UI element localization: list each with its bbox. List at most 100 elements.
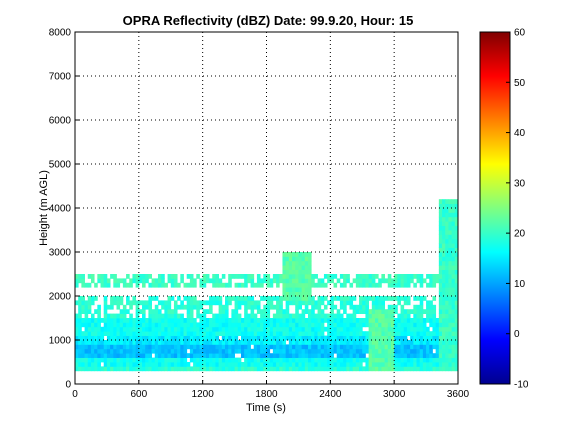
heatmap-cell — [167, 304, 172, 310]
heatmap-cell — [209, 335, 213, 341]
heatmap-cell — [103, 313, 108, 319]
heatmap-cell — [314, 304, 318, 310]
heatmap-cell — [359, 304, 363, 310]
heatmap-cell — [151, 313, 156, 319]
heatmap-cell — [311, 366, 315, 372]
heatmap-cell — [260, 318, 264, 323]
heatmap-cell — [336, 340, 341, 345]
heatmap-cell — [362, 357, 366, 363]
heatmap-cell — [145, 353, 149, 358]
heatmap-cell — [218, 282, 223, 288]
heatmap-cell — [103, 344, 108, 350]
heatmap-cell — [282, 353, 287, 358]
heatmap-cell — [196, 357, 200, 363]
heatmap-cell — [390, 353, 395, 358]
heatmap-cell — [349, 366, 354, 372]
heatmap-cell — [186, 318, 191, 323]
heatmap-cell — [218, 296, 223, 301]
heatmap-cell — [438, 243, 443, 248]
heatmap-cell — [161, 278, 165, 284]
heatmap-cell — [288, 260, 293, 266]
heatmap-cell — [416, 326, 421, 332]
heatmap-cell — [135, 318, 140, 323]
heatmap-cell — [119, 335, 124, 341]
heatmap-cell — [260, 322, 264, 328]
heatmap-cell — [119, 278, 124, 284]
heatmap-cell — [352, 296, 357, 301]
heatmap-cell — [272, 274, 277, 279]
heatmap-cell — [301, 269, 306, 275]
heatmap-cell — [237, 274, 242, 279]
heatmap-cell — [292, 269, 296, 275]
heatmap-cell — [317, 300, 322, 306]
heatmap-cell — [263, 344, 267, 350]
heatmap-cell — [336, 278, 341, 284]
heatmap-cell — [438, 322, 443, 328]
heatmap-cell — [451, 247, 456, 253]
heatmap-cell — [199, 362, 204, 367]
heatmap-cell — [151, 331, 156, 336]
heatmap-cell — [78, 318, 82, 323]
heatmap-cell — [304, 331, 309, 336]
heatmap-cell — [151, 335, 156, 341]
heatmap-cell — [375, 296, 379, 301]
heatmap-cell — [263, 357, 267, 363]
heatmap-cell — [336, 362, 341, 367]
heatmap-cell — [186, 282, 191, 288]
heatmap-cell — [164, 366, 168, 372]
heatmap-cell — [387, 326, 392, 332]
heatmap-cell — [110, 274, 114, 279]
heatmap-cell — [164, 344, 168, 350]
heatmap-cell — [151, 362, 156, 367]
heatmap-cell — [394, 331, 398, 336]
heatmap-cell — [375, 326, 379, 332]
heatmap-cell — [87, 362, 92, 367]
heatmap-cell — [276, 331, 280, 336]
heatmap-cell — [355, 340, 360, 345]
heatmap-cell — [183, 318, 188, 323]
heatmap-cell — [234, 300, 239, 306]
heatmap-cell — [157, 340, 162, 345]
heatmap-cell — [180, 322, 184, 328]
heatmap-cell — [126, 296, 130, 301]
heatmap-cell — [403, 309, 408, 314]
heatmap-cell — [371, 300, 376, 306]
heatmap-cell — [419, 362, 424, 367]
heatmap-cell — [442, 357, 446, 363]
heatmap-cell — [339, 362, 344, 367]
heatmap-cell — [75, 274, 79, 279]
heatmap-cell — [186, 322, 191, 328]
heatmap-cell — [368, 335, 373, 341]
heatmap-cell — [314, 300, 318, 306]
heatmap-cell — [323, 357, 328, 363]
heatmap-cell — [416, 304, 421, 310]
heatmap-cell — [225, 309, 229, 314]
heatmap-cell — [225, 362, 229, 367]
heatmap-cell — [359, 309, 363, 314]
x-tick-label: 600 — [130, 389, 147, 400]
heatmap-cell — [84, 362, 89, 367]
heatmap-cell — [87, 296, 92, 301]
heatmap-cell — [75, 353, 79, 358]
heatmap-cell — [387, 362, 392, 367]
heatmap-cell — [288, 287, 293, 292]
heatmap-cell — [336, 318, 341, 323]
heatmap-cell — [87, 309, 92, 314]
heatmap-cell — [438, 335, 443, 341]
heatmap-cell — [263, 353, 267, 358]
heatmap-cell — [295, 318, 299, 323]
heatmap-cell — [330, 335, 334, 341]
heatmap-cell — [343, 309, 347, 314]
heatmap-cell — [221, 322, 226, 328]
heatmap-cell — [81, 318, 85, 323]
heatmap-cell — [413, 274, 417, 279]
heatmap-cell — [288, 318, 293, 323]
heatmap-cell — [400, 318, 405, 323]
grid — [75, 32, 458, 384]
heatmap-cell — [205, 357, 210, 363]
heatmap-cell — [416, 353, 421, 358]
heatmap-cell — [320, 335, 325, 341]
heatmap-cell — [349, 304, 354, 310]
heatmap-cell — [263, 274, 267, 279]
heatmap-cell — [413, 362, 417, 367]
